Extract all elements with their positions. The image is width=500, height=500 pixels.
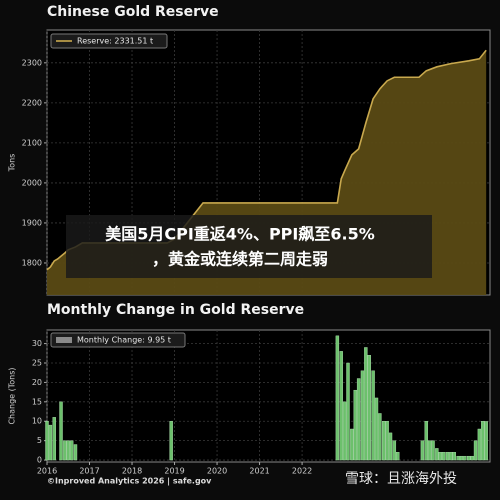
chart-title: Monthly Change in Gold Reserve bbox=[47, 302, 304, 318]
bar bbox=[449, 452, 453, 461]
bar bbox=[350, 428, 354, 461]
y-tick-label: 2100 bbox=[22, 138, 42, 147]
bar bbox=[342, 401, 347, 461]
bar bbox=[463, 455, 467, 461]
bar bbox=[63, 440, 67, 461]
bar bbox=[169, 421, 173, 461]
bar bbox=[484, 421, 488, 461]
bar bbox=[431, 440, 435, 461]
bar bbox=[66, 440, 70, 461]
bar bbox=[382, 421, 386, 461]
bar bbox=[470, 455, 474, 461]
bar bbox=[346, 362, 350, 461]
bar bbox=[371, 370, 375, 461]
y-tick-label: 25 bbox=[32, 359, 42, 368]
x-tick-label: 2019 bbox=[164, 467, 184, 476]
bar bbox=[467, 455, 471, 461]
y-axis-label: Change (Tons) bbox=[8, 367, 17, 424]
watermark: 雪球：且涨海外投 bbox=[345, 471, 457, 487]
bar bbox=[339, 351, 343, 461]
x-tick-label: 2018 bbox=[122, 467, 142, 476]
bar bbox=[481, 421, 485, 461]
bar bbox=[69, 440, 74, 461]
y-tick-label: 2300 bbox=[22, 58, 42, 67]
bar bbox=[441, 452, 446, 461]
legend-label: Reserve: 2331.51 t bbox=[77, 37, 153, 46]
x-tick-label: 2022 bbox=[292, 467, 312, 476]
bar bbox=[360, 370, 365, 461]
y-tick-label: 15 bbox=[32, 397, 42, 406]
y-axis-label: Tons bbox=[8, 154, 17, 173]
legend-box bbox=[50, 33, 168, 49]
x-tick-label: 2017 bbox=[79, 467, 99, 476]
y-tick-label: 30 bbox=[32, 339, 42, 348]
bar bbox=[356, 378, 361, 461]
overlay-box bbox=[66, 215, 432, 278]
bar bbox=[385, 421, 389, 461]
x-tick-label: 2020 bbox=[207, 467, 227, 476]
y-tick-label: 20 bbox=[32, 378, 42, 387]
x-tick-label: 2021 bbox=[249, 467, 269, 476]
bar bbox=[435, 448, 439, 461]
y-tick-label: 1900 bbox=[22, 218, 42, 227]
y-tick-label: 2200 bbox=[22, 98, 42, 107]
bar bbox=[353, 389, 357, 461]
bar bbox=[364, 347, 368, 461]
chart-title: Chinese Gold Reserve bbox=[47, 4, 219, 20]
y-tick-label: 0 bbox=[37, 456, 42, 465]
footer: ©Inproved Analytics 2026 | safe.gov bbox=[47, 477, 212, 486]
legend-box bbox=[50, 332, 186, 348]
bar bbox=[396, 452, 400, 461]
bar bbox=[420, 440, 425, 461]
legend-swatch bbox=[56, 337, 72, 343]
bar bbox=[73, 444, 78, 461]
bar bbox=[45, 421, 49, 461]
bar bbox=[335, 335, 340, 461]
bar bbox=[374, 397, 379, 461]
bar bbox=[427, 440, 432, 461]
y-tick-label: 2000 bbox=[22, 178, 42, 187]
bar bbox=[52, 417, 56, 461]
bar bbox=[456, 455, 460, 461]
bar bbox=[367, 355, 371, 461]
y-tick-label: 10 bbox=[32, 417, 42, 426]
bar bbox=[48, 424, 53, 461]
y-tick-label: 5 bbox=[37, 436, 42, 445]
plot-area bbox=[46, 329, 491, 463]
bar bbox=[445, 452, 450, 461]
bar bbox=[459, 455, 464, 461]
bar bbox=[378, 413, 382, 461]
bar bbox=[452, 452, 456, 461]
bar bbox=[392, 440, 397, 461]
bar bbox=[438, 452, 442, 461]
overlay-line: ，黄金或连续第二周走弱 bbox=[152, 250, 328, 269]
y-tick-label: 1800 bbox=[22, 258, 42, 267]
bar bbox=[424, 421, 428, 461]
bar bbox=[473, 440, 478, 461]
x-tick-label: 2016 bbox=[37, 467, 57, 476]
bar bbox=[477, 428, 482, 461]
legend-label: Monthly Change: 9.95 t bbox=[77, 336, 171, 345]
overlay-line: 美国5月CPI重返4%、PPI飙至6.5% bbox=[105, 225, 375, 244]
bar bbox=[59, 401, 63, 461]
bar bbox=[388, 432, 393, 461]
